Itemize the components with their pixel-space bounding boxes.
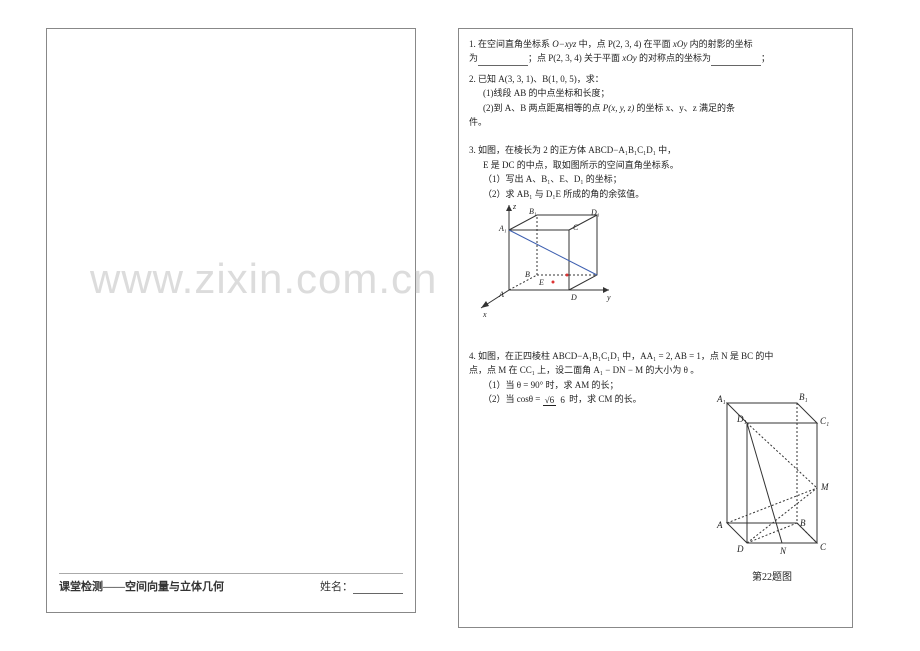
q4-s2: （2）当 cosθ = √6 6 时，求 CM 的长。 (469, 392, 702, 406)
q4-h1: 4. 如图，在正四棱柱 ABCD−A₁B₁C₁D₁ 中，AA₁ = 2, AB … (469, 349, 842, 363)
prism-figure: A₁ B₁ C₁ D₁ A B C D M N 第22题图 (702, 378, 842, 586)
p-B1: B₁ (799, 392, 808, 402)
right-page: 1. 在空间直角坐标系 O−xyz 中，点 P(2, 3, 4) 在平面 xOy… (458, 28, 853, 628)
q3-l2: E 是 DC 的中点，取如图所示的空间直角坐标系。 (469, 158, 842, 172)
name-field: 姓名： (320, 578, 403, 594)
q1-t7: ； (761, 53, 770, 63)
question-2: 2. 已知 A(3, 3, 1)、B(1, 0, 5)，求： (1)线段 AB … (469, 72, 842, 130)
cube-figure: A₁ D₁ B₁ C A D x z y E B (469, 205, 842, 335)
p-D1: D₁ (736, 414, 747, 424)
p-C: C (820, 542, 827, 552)
left-page: 课堂检测——空间向量与立体几何 姓名： (46, 28, 416, 613)
p-B: B (800, 518, 806, 528)
q2-s2b: 的坐标 x、y、z 满足的条 (634, 103, 735, 113)
p-D: D (736, 544, 744, 554)
p-A: A (716, 520, 723, 530)
q4-s1: （1）当 θ = 90° 时，求 AM 的长； (469, 378, 702, 392)
name-blank (353, 583, 403, 594)
test-title: 课堂检测——空间向量与立体几何 (59, 578, 224, 594)
question-4: 4. 如图，在正四棱柱 ABCD−A₁B₁C₁D₁ 中，AA₁ = 2, AB … (469, 349, 842, 586)
q4-fraction: √6 6 (543, 396, 567, 405)
lbl-D1: D₁ (590, 208, 600, 217)
lbl-A1: A₁ (498, 224, 507, 233)
title-row: 课堂检测——空间向量与立体几何 姓名： (59, 573, 403, 594)
lbl-B1: B₁ (529, 207, 537, 216)
lbl-E: E (538, 278, 544, 287)
p-M: M (820, 482, 829, 492)
q2-s2c: 件。 (469, 115, 842, 129)
lbl-A: A (498, 290, 504, 299)
q1-t6: 的对称点的坐标为 (637, 53, 711, 63)
q1-i3: xOy (622, 53, 637, 63)
q1-i2: xOy (673, 39, 688, 49)
q3-s1: （1）写出 A、B₁、E、D₁ 的坐标； (469, 172, 842, 186)
q2-head: 2. 已知 A(3, 3, 1)、B(1, 0, 5)，求： (469, 72, 842, 86)
p-A1: A₁ (716, 394, 726, 404)
q1-blank1 (478, 57, 528, 66)
lbl-z: z (512, 205, 517, 211)
q4-h2: 点，点 M 在 CC₁ 上，设二面角 A₁ − DN − M 的大小为 θ 。 (469, 363, 842, 377)
q2-s2a: (2)到 A、B 两点距离相等的点 (483, 103, 603, 113)
question-3: 3. 如图，在棱长为 2 的正方体 ABCD−A₁B₁C₁D₁ 中， E 是 D… (469, 143, 842, 335)
lbl-y: y (606, 293, 611, 302)
q3-s2: （2）求 AB₁ 与 D₁E 所成的角的余弦值。 (469, 187, 842, 201)
p-C1: C₁ (820, 416, 829, 426)
lbl-D: D (570, 293, 577, 302)
frac-den: 6 (558, 395, 567, 405)
q4-s2b: 时，求 CM 的长。 (569, 394, 642, 404)
q1-t3: 内的射影的坐标 (687, 39, 752, 49)
q2-s2: (2)到 A、B 两点距离相等的点 P(x, y, z) 的坐标 x、y、z 满… (469, 101, 842, 115)
lbl-B: B (525, 270, 530, 279)
q1-t5: ；点 P(2, 3, 4) 关于平面 (528, 53, 622, 63)
q1-t2: 中，点 P(2, 3, 4) 在平面 (576, 39, 673, 49)
q1-blank2 (711, 57, 761, 66)
question-1: 1. 在空间直角坐标系 O−xyz 中，点 P(2, 3, 4) 在平面 xOy… (469, 37, 842, 66)
lbl-x: x (482, 310, 487, 319)
fig-caption: 第22题图 (702, 570, 842, 586)
q2-s2i: P(x, y, z) (603, 103, 635, 113)
p-N: N (779, 546, 787, 556)
lbl-C: C (573, 223, 579, 232)
q1-t4: 为 (469, 53, 478, 63)
name-label: 姓名： (320, 581, 353, 593)
q2-s1: (1)线段 AB 的中点坐标和长度； (469, 86, 842, 100)
frac-num: √6 (543, 395, 556, 406)
q1-i1: O−xyz (552, 39, 576, 49)
q4-s2a: （2）当 cosθ = (483, 394, 543, 404)
q1-t1: 1. 在空间直角坐标系 (469, 39, 552, 49)
q3-head: 3. 如图，在棱长为 2 的正方体 ABCD−A₁B₁C₁D₁ 中， (469, 143, 842, 157)
